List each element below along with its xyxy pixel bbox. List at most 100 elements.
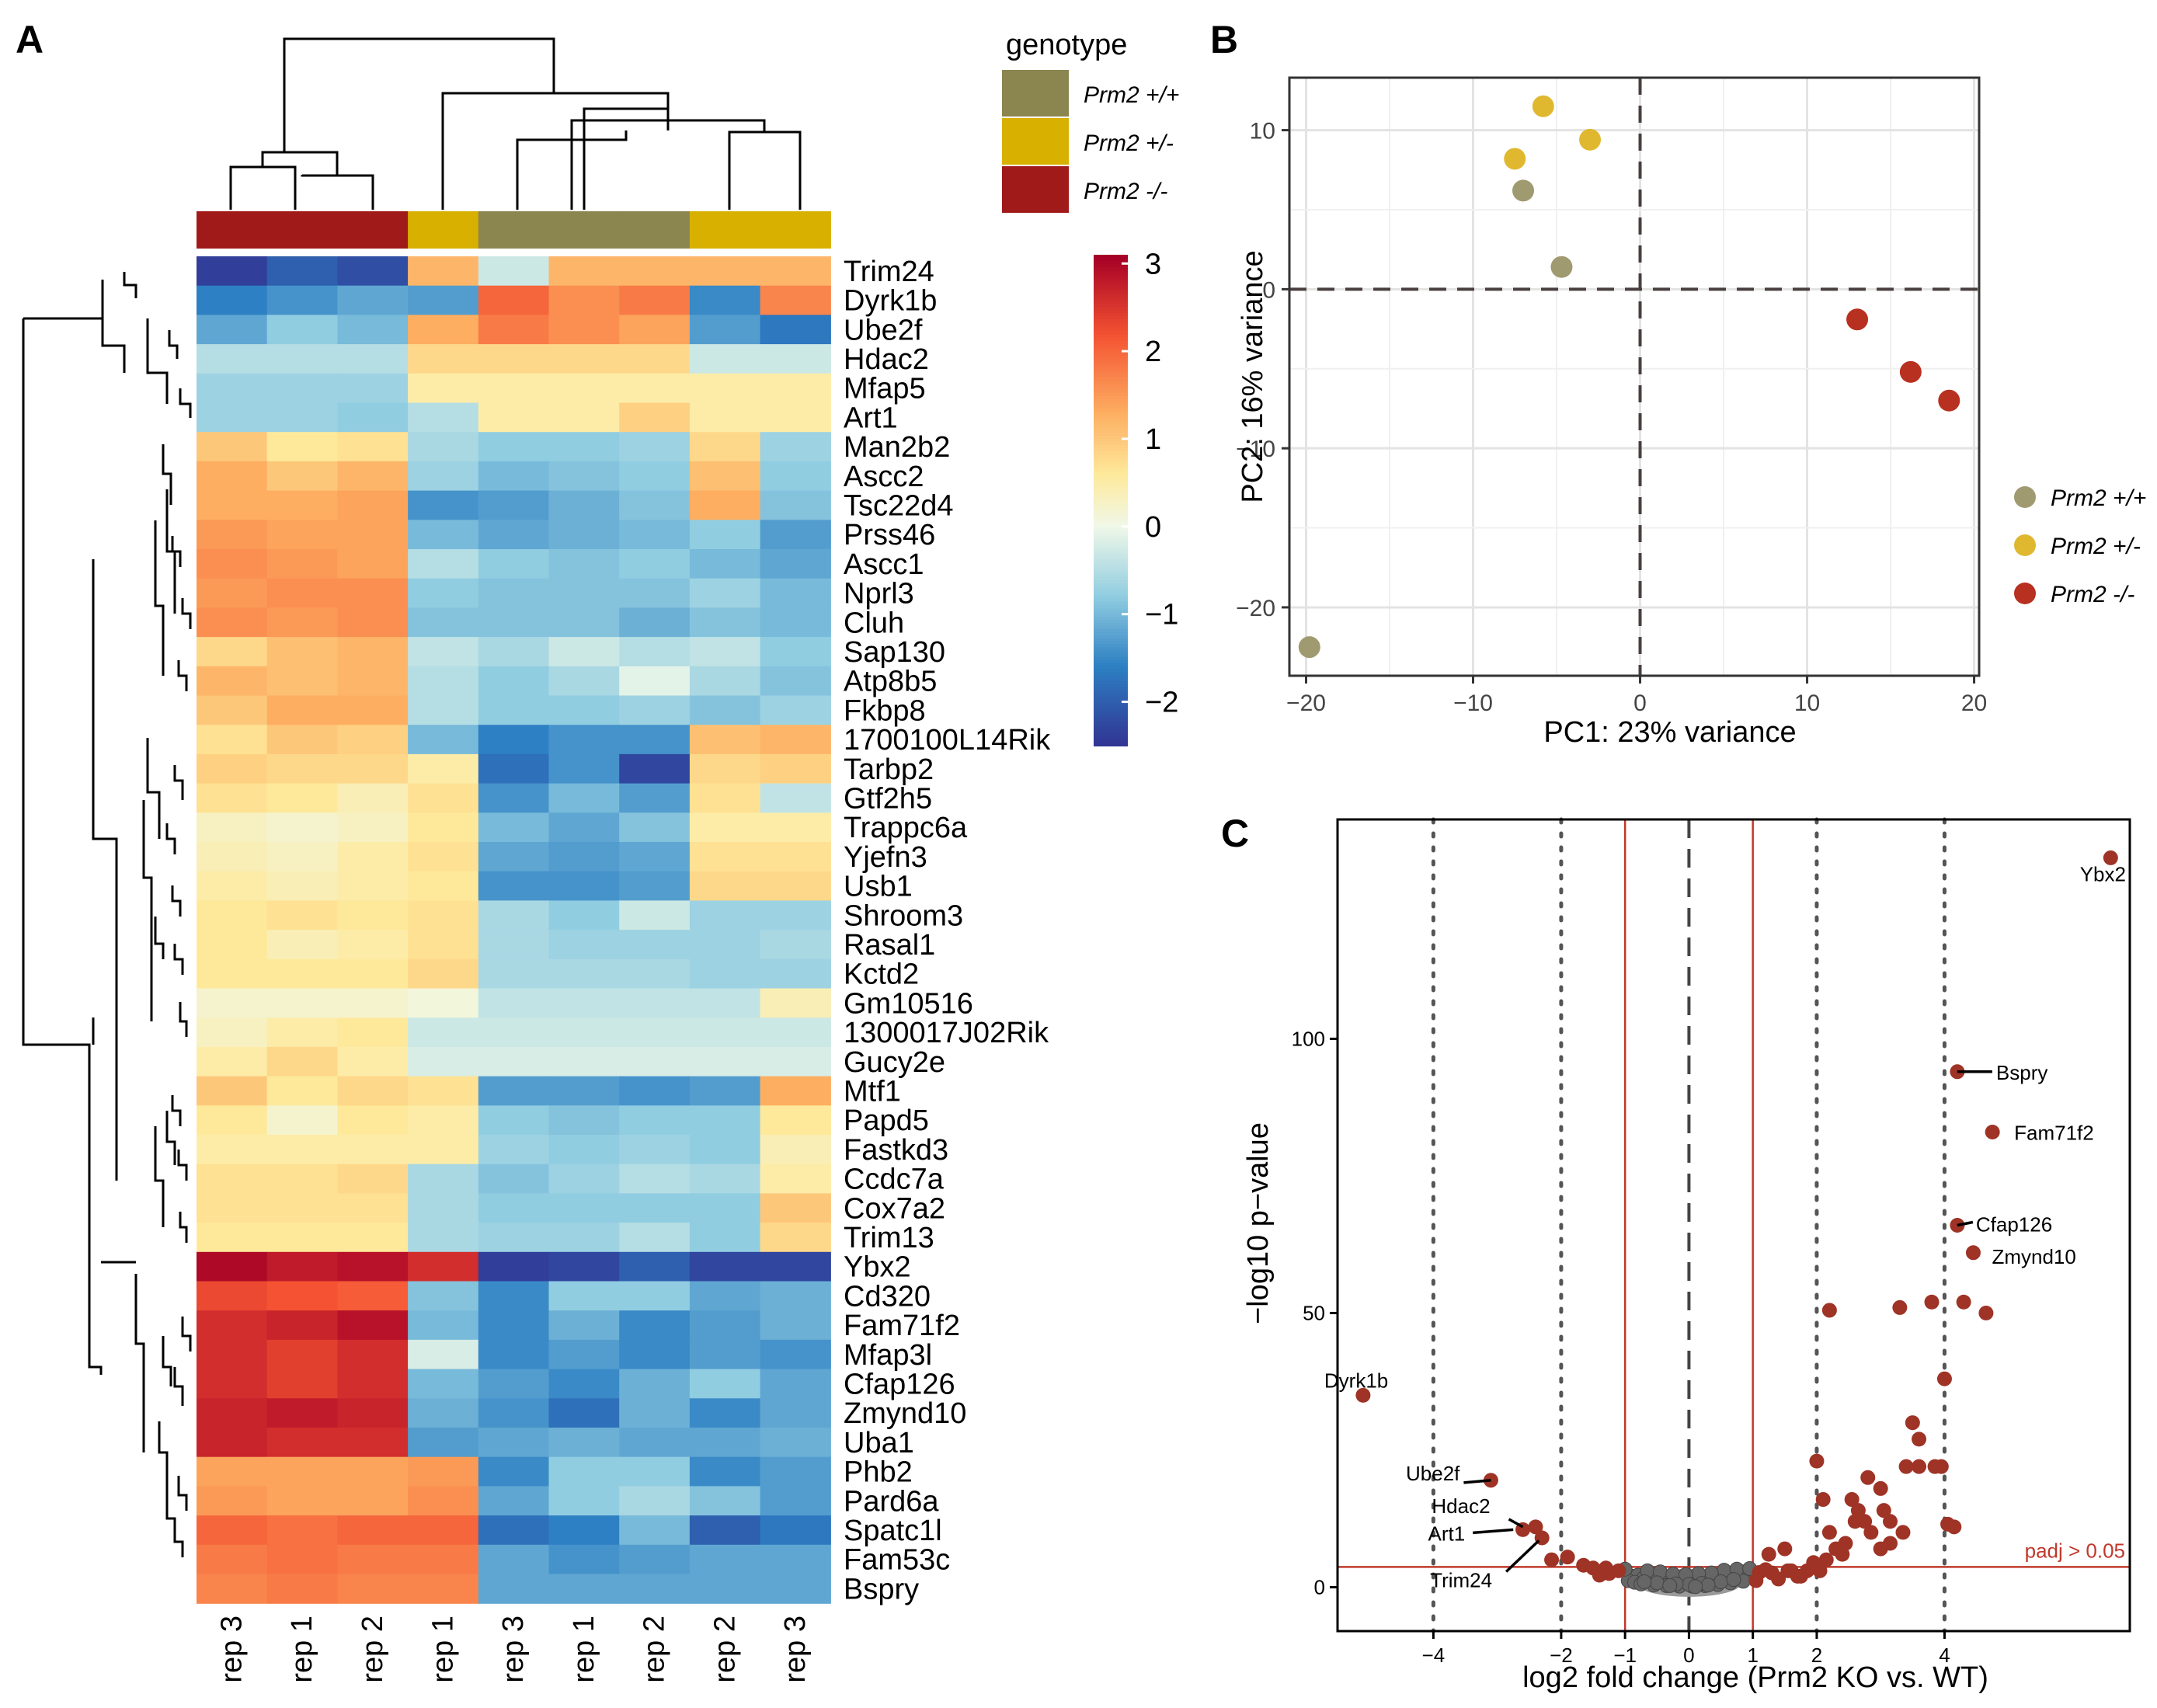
heatmap-cell [266,402,338,433]
heatmap-cell [619,1369,691,1399]
heatmap-cell [689,1369,761,1399]
pca-points [1298,95,1960,659]
heatmap-cell [619,1046,691,1077]
heatmap-cell [197,988,268,1018]
heatmap-cell [548,666,620,697]
heatmap-cell [619,1105,691,1136]
row-label: Nprl3 [844,578,914,610]
heatmap-cell [408,1135,479,1165]
heatmap-cell [478,373,550,404]
volcano-label-leader [1473,1528,1514,1535]
volcano-point-sig [1748,1573,1764,1588]
heatmap-cell [689,1281,761,1311]
pca-point [1579,128,1602,151]
colorbar-segment [1094,540,1128,544]
heatmap-cell [619,1544,691,1575]
colorbar-segment [1094,392,1128,397]
pca-x-axis-label: PC1: 23% variance [1543,716,1796,749]
heatmap-cell [689,666,761,697]
heatmap-cell [548,549,620,579]
heatmap-cell [478,753,550,784]
colorbar-segment [1094,322,1128,326]
annotation-cell [478,211,550,249]
colorbar-segment [1094,282,1128,287]
volcano-point-sig [1876,1503,1891,1518]
colorbar-segment [1094,549,1128,554]
heatmap-cell [197,1369,268,1399]
heatmap-cell [408,315,479,345]
colorbar-segment [1094,543,1128,548]
colorbar-segment [1094,380,1128,384]
heatmap-cell [197,783,268,813]
heatmap-cell [689,315,761,345]
volcano-gene-label: Dyrk1b [1324,1369,1388,1392]
heatmap-cell [548,930,620,960]
heatmap-cell [478,1046,550,1077]
colorbar-segment [1094,631,1128,636]
pca-x-tick-label: 0 [1633,691,1647,716]
colorbar-segment [1094,579,1128,584]
heatmap-cell [408,958,479,990]
colorbar-segment [1094,576,1128,581]
colorbar-segment [1094,331,1128,336]
heatmap-cell [548,461,620,492]
volcano-point-sig [1528,1519,1543,1535]
colorbar-segment [1094,488,1128,492]
colorbar-segment [1094,534,1128,538]
colorbar-tick-label: −1 [1145,599,1178,631]
heatmap-cell [760,1398,831,1428]
heatmap-cell [478,1369,550,1399]
heatmap-cell [689,783,761,813]
volcano-x-axis-label: log2 fold change (Prm2 KO vs. WT) [1522,1661,1988,1694]
heatmap-cell [337,1369,409,1399]
heatmap-cell [266,1164,338,1194]
volcano-point-sig [1544,1552,1560,1567]
heatmap-cell [548,607,620,638]
heatmap-cell [197,315,268,345]
volcano-point-sig [1947,1519,1962,1535]
colorbar-segment [1094,607,1128,612]
heatmap-cell [408,1076,479,1106]
heatmap-cell [548,783,620,813]
heatmap-cell [197,373,268,404]
colorbar-segment [1094,721,1128,725]
heatmap-cell [619,285,691,315]
pca-point [1550,256,1573,278]
colorbar-segment [1094,362,1128,367]
heatmap-cell [478,930,550,960]
volcano-point-sig [1912,1431,1927,1447]
heatmap-cell [548,753,620,784]
pca-point [1846,308,1869,331]
heatmap-cell [337,520,409,550]
heatmap-cell [689,1164,761,1194]
heatmap-cell [197,432,268,462]
heatmap-cell [760,1046,831,1077]
heatmap-cell [548,1193,620,1223]
heatmap-cell [689,1135,761,1165]
heatmap-cell [548,1135,620,1165]
heatmap-cell [337,1193,409,1223]
heatmap-cell [337,490,409,520]
colorbar-segment [1094,374,1128,378]
heatmap-cell [478,285,550,315]
volcano-point-sig [1965,1245,1981,1261]
colorbar-segment [1094,672,1128,677]
heatmap-cell [197,1193,268,1223]
volcano-label-leader [1957,1220,1974,1227]
genotype-legend-label: Prm2 +/- [1084,130,1174,156]
heatmap-cell [760,637,831,667]
row-label: Ccdc7a [844,1164,945,1196]
colorbar-segment [1094,398,1128,403]
colorbar-segment [1094,408,1128,412]
colorbar-segment [1094,294,1128,299]
heatmap-cell [548,1164,620,1194]
heatmap-cell [478,695,550,725]
heatmap-cell [197,256,268,287]
heatmap-cell [548,1251,620,1282]
heatmap-cell [689,1017,761,1048]
heatmap-cell [337,1574,409,1604]
heatmap-cell [266,607,338,638]
pca-x-tick-label: 20 [1961,691,1987,716]
heatmap-cell [408,1017,479,1048]
volcano-point-sig [1777,1541,1793,1557]
